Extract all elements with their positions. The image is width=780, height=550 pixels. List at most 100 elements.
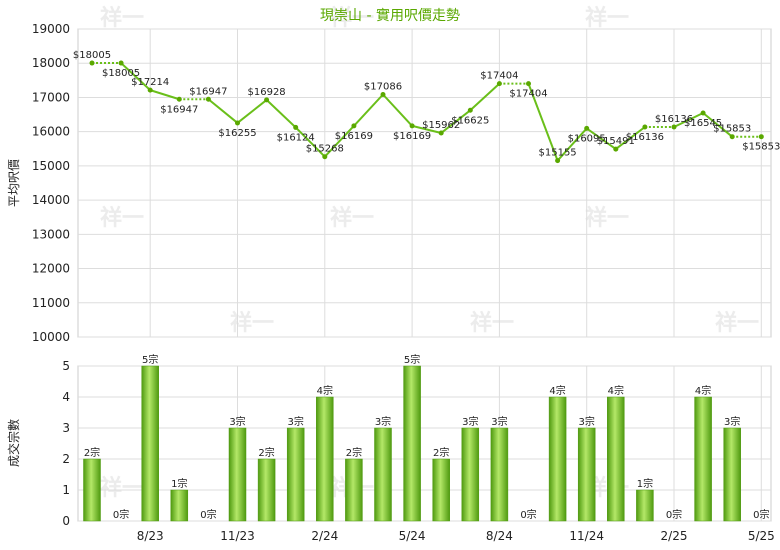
price-label-9: $16169 (335, 131, 373, 142)
price-segment-6 (236, 99, 268, 124)
line-y-axis-label: 平均呎價 (7, 159, 21, 207)
price-segment-3 (149, 89, 180, 101)
price-series (92, 62, 762, 162)
bar-y-tick-1: 1 (62, 483, 70, 497)
watermarks: 祥一祥一祥一祥一祥一祥一祥一祥一祥一祥一祥一祥一 (100, 5, 759, 501)
price-point-23 (758, 134, 764, 140)
line-y-tick-1: 11000 (32, 296, 70, 310)
price-point-15 (526, 81, 531, 87)
bar-y-tick-2: 2 (62, 452, 70, 466)
price-segment-18 (586, 127, 617, 150)
count-label-20: 0宗 (666, 508, 682, 521)
count-bar-7 (286, 427, 305, 522)
price-point-0 (89, 60, 95, 66)
x-tick-6: 2/25 (661, 529, 688, 543)
price-segment-12 (411, 124, 442, 134)
price-segment-14 (469, 82, 501, 112)
bar-y-tick-5: 5 (62, 359, 70, 373)
price-point-1 (118, 60, 124, 66)
bar-y-tick-0: 0 (62, 514, 70, 528)
price-point-6 (264, 97, 270, 103)
x-tick-2: 2/24 (311, 529, 338, 543)
watermark-5: 祥一 (585, 205, 629, 231)
watermark-6: 祥一 (230, 310, 274, 336)
price-point-3 (176, 96, 182, 102)
price-label-13: $16625 (451, 115, 489, 126)
count-label-16: 4宗 (549, 384, 565, 397)
price-label-15: $17404 (509, 89, 547, 100)
watermark-0: 祥一 (100, 5, 144, 31)
x-tick-labels: 8/23 11/23 2/24 5/24 8/24 11/24 2/25 5/25 (137, 529, 775, 543)
count-labels: 2宗 0宗 5宗 1宗 0宗 3宗 2宗 3宗 4宗 2宗 3宗 5宗 2宗 3宗 3宗 0宗 4宗 3宗 4宗 1宗… (84, 353, 770, 521)
count-bar-5 (228, 427, 247, 522)
line-y-tick-3: 13000 (32, 227, 70, 241)
price-point-19 (642, 124, 648, 130)
count-label-23: 0宗 (753, 508, 769, 521)
line-y-tick-5: 15000 (32, 159, 70, 173)
watermark-9: 祥一 (100, 475, 144, 501)
count-bar-18 (607, 396, 625, 522)
count-label-4: 0宗 (200, 508, 216, 521)
count-label-2: 5宗 (142, 353, 158, 366)
x-tick-5: 11/24 (569, 529, 604, 543)
price-label-3: $16947 (160, 104, 198, 115)
count-label-8: 4宗 (317, 384, 333, 397)
count-label-3: 1宗 (171, 477, 187, 490)
line-y-tick-8: 18000 (32, 56, 70, 70)
price-segment-9 (324, 125, 355, 158)
price-point-5 (235, 120, 240, 126)
count-bar-6 (257, 458, 276, 522)
price-segment-11 (382, 93, 413, 127)
price-point-18 (613, 146, 619, 152)
price-label-0: $18005 (73, 50, 111, 61)
count-label-17: 3宗 (579, 415, 595, 428)
count-label-13: 3宗 (462, 415, 478, 428)
count-label-22: 3宗 (724, 415, 740, 428)
count-bar-8 (316, 396, 334, 522)
line-y-tick-7: 17000 (32, 90, 70, 104)
price-point-10 (380, 92, 386, 98)
price-label-19: $16136 (626, 132, 664, 143)
price-point-8 (322, 154, 328, 160)
x-tick-1: 11/23 (220, 529, 255, 543)
bar-y-tick-4: 4 (62, 390, 70, 404)
x-tick-0: 8/23 (137, 529, 164, 543)
price-label-16: $15155 (539, 148, 577, 159)
price-label-21: $16545 (684, 118, 722, 129)
x-tick-3: 5/24 (399, 529, 426, 543)
count-label-0: 2宗 (84, 446, 100, 459)
count-bar-0 (83, 458, 101, 522)
count-label-10: 3宗 (375, 415, 391, 428)
price-point-9 (351, 123, 357, 129)
price-segment-8 (294, 126, 326, 158)
price-segment-7 (265, 99, 297, 129)
count-label-19: 1宗 (637, 477, 653, 490)
price-point-13 (467, 107, 473, 113)
price-label-7: $16124 (277, 132, 315, 143)
price-segment-21 (673, 112, 704, 128)
watermark-1: 祥一 (330, 5, 374, 31)
line-y-tick-6: 16000 (32, 125, 70, 139)
count-bar-14 (490, 427, 509, 522)
watermark-4: 祥一 (330, 205, 374, 231)
line-y-tick-0: 10000 (32, 330, 70, 344)
price-segment-10 (353, 93, 384, 127)
chart-title: 現崇山 - 實用呎價走勢 (320, 7, 460, 24)
price-label-8: $15268 (306, 144, 344, 155)
price-label-22: $15853 (713, 124, 751, 135)
price-point-2 (147, 87, 153, 93)
watermark-3: 祥一 (100, 205, 144, 231)
line-plot-frame (77, 28, 772, 338)
price-segment-19 (615, 126, 646, 150)
price-label-18: $15491 (597, 136, 635, 147)
bar-y-tick-3: 3 (62, 421, 70, 435)
count-label-14: 3宗 (491, 415, 507, 428)
count-bar-11 (403, 365, 421, 522)
price-points (89, 60, 764, 164)
count-bar-22 (723, 427, 741, 522)
count-bar-12 (432, 458, 450, 522)
watermark-7: 祥一 (470, 310, 514, 336)
price-point-20 (671, 124, 677, 130)
bar-y-axis-label: 成交宗數 (6, 419, 21, 467)
